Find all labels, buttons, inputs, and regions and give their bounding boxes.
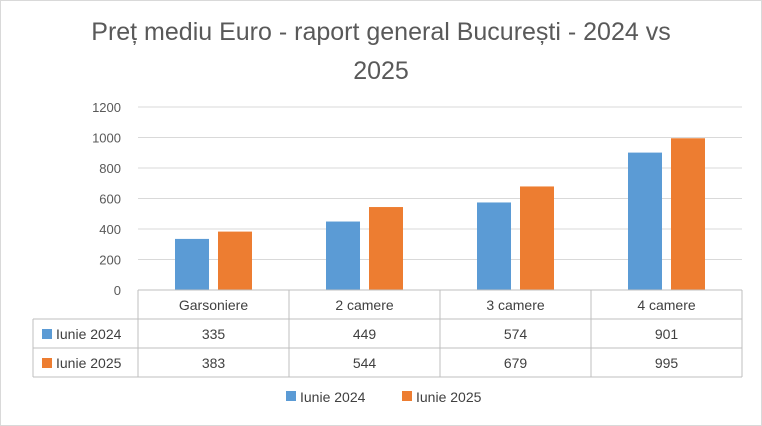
- y-tick-label: 0: [114, 283, 121, 298]
- category-label: 3 camere: [486, 297, 545, 313]
- bar-iunie-2024: [628, 152, 662, 290]
- table-value-cell: 383: [202, 355, 226, 371]
- table-series-label: Iunie 2025: [56, 355, 122, 371]
- y-tick-label: 200: [99, 253, 121, 268]
- table-value-cell: 449: [353, 326, 377, 342]
- category-label: 4 camere: [637, 297, 696, 313]
- bar-iunie-2025: [671, 138, 705, 290]
- bar-iunie-2025: [218, 231, 252, 290]
- table-value-cell: 574: [504, 326, 528, 342]
- table-legend-swatch: [42, 329, 52, 339]
- chart-title-line-2: 2025: [353, 57, 409, 85]
- category-label: Garsoniere: [179, 297, 248, 313]
- table-value-cell: 901: [655, 326, 679, 342]
- legend-label: Iunie 2024: [300, 389, 366, 405]
- y-tick-label: 1200: [92, 100, 121, 115]
- y-tick-label: 1000: [92, 131, 121, 146]
- y-tick-label: 800: [99, 161, 121, 176]
- bar-iunie-2024: [175, 238, 209, 290]
- table-legend-swatch: [42, 358, 52, 368]
- legend-swatch: [402, 391, 412, 401]
- bar-iunie-2024: [326, 221, 360, 290]
- chart-title-line-1: Preț mediu Euro - raport general Bucureș…: [91, 18, 671, 46]
- legend-label: Iunie 2025: [416, 389, 482, 405]
- bar-iunie-2025: [369, 207, 403, 290]
- legend-swatch: [286, 391, 296, 401]
- table-value-cell: 335: [202, 326, 226, 342]
- y-tick-label: 600: [99, 192, 121, 207]
- table-series-label: Iunie 2024: [56, 326, 122, 342]
- table-value-cell: 679: [504, 355, 528, 371]
- table-value-cell: 544: [353, 355, 377, 371]
- bar-iunie-2024: [477, 202, 511, 290]
- y-tick-label: 400: [99, 222, 121, 237]
- category-label: 2 camere: [335, 297, 394, 313]
- table-value-cell: 995: [655, 355, 679, 371]
- bar-iunie-2025: [520, 186, 554, 290]
